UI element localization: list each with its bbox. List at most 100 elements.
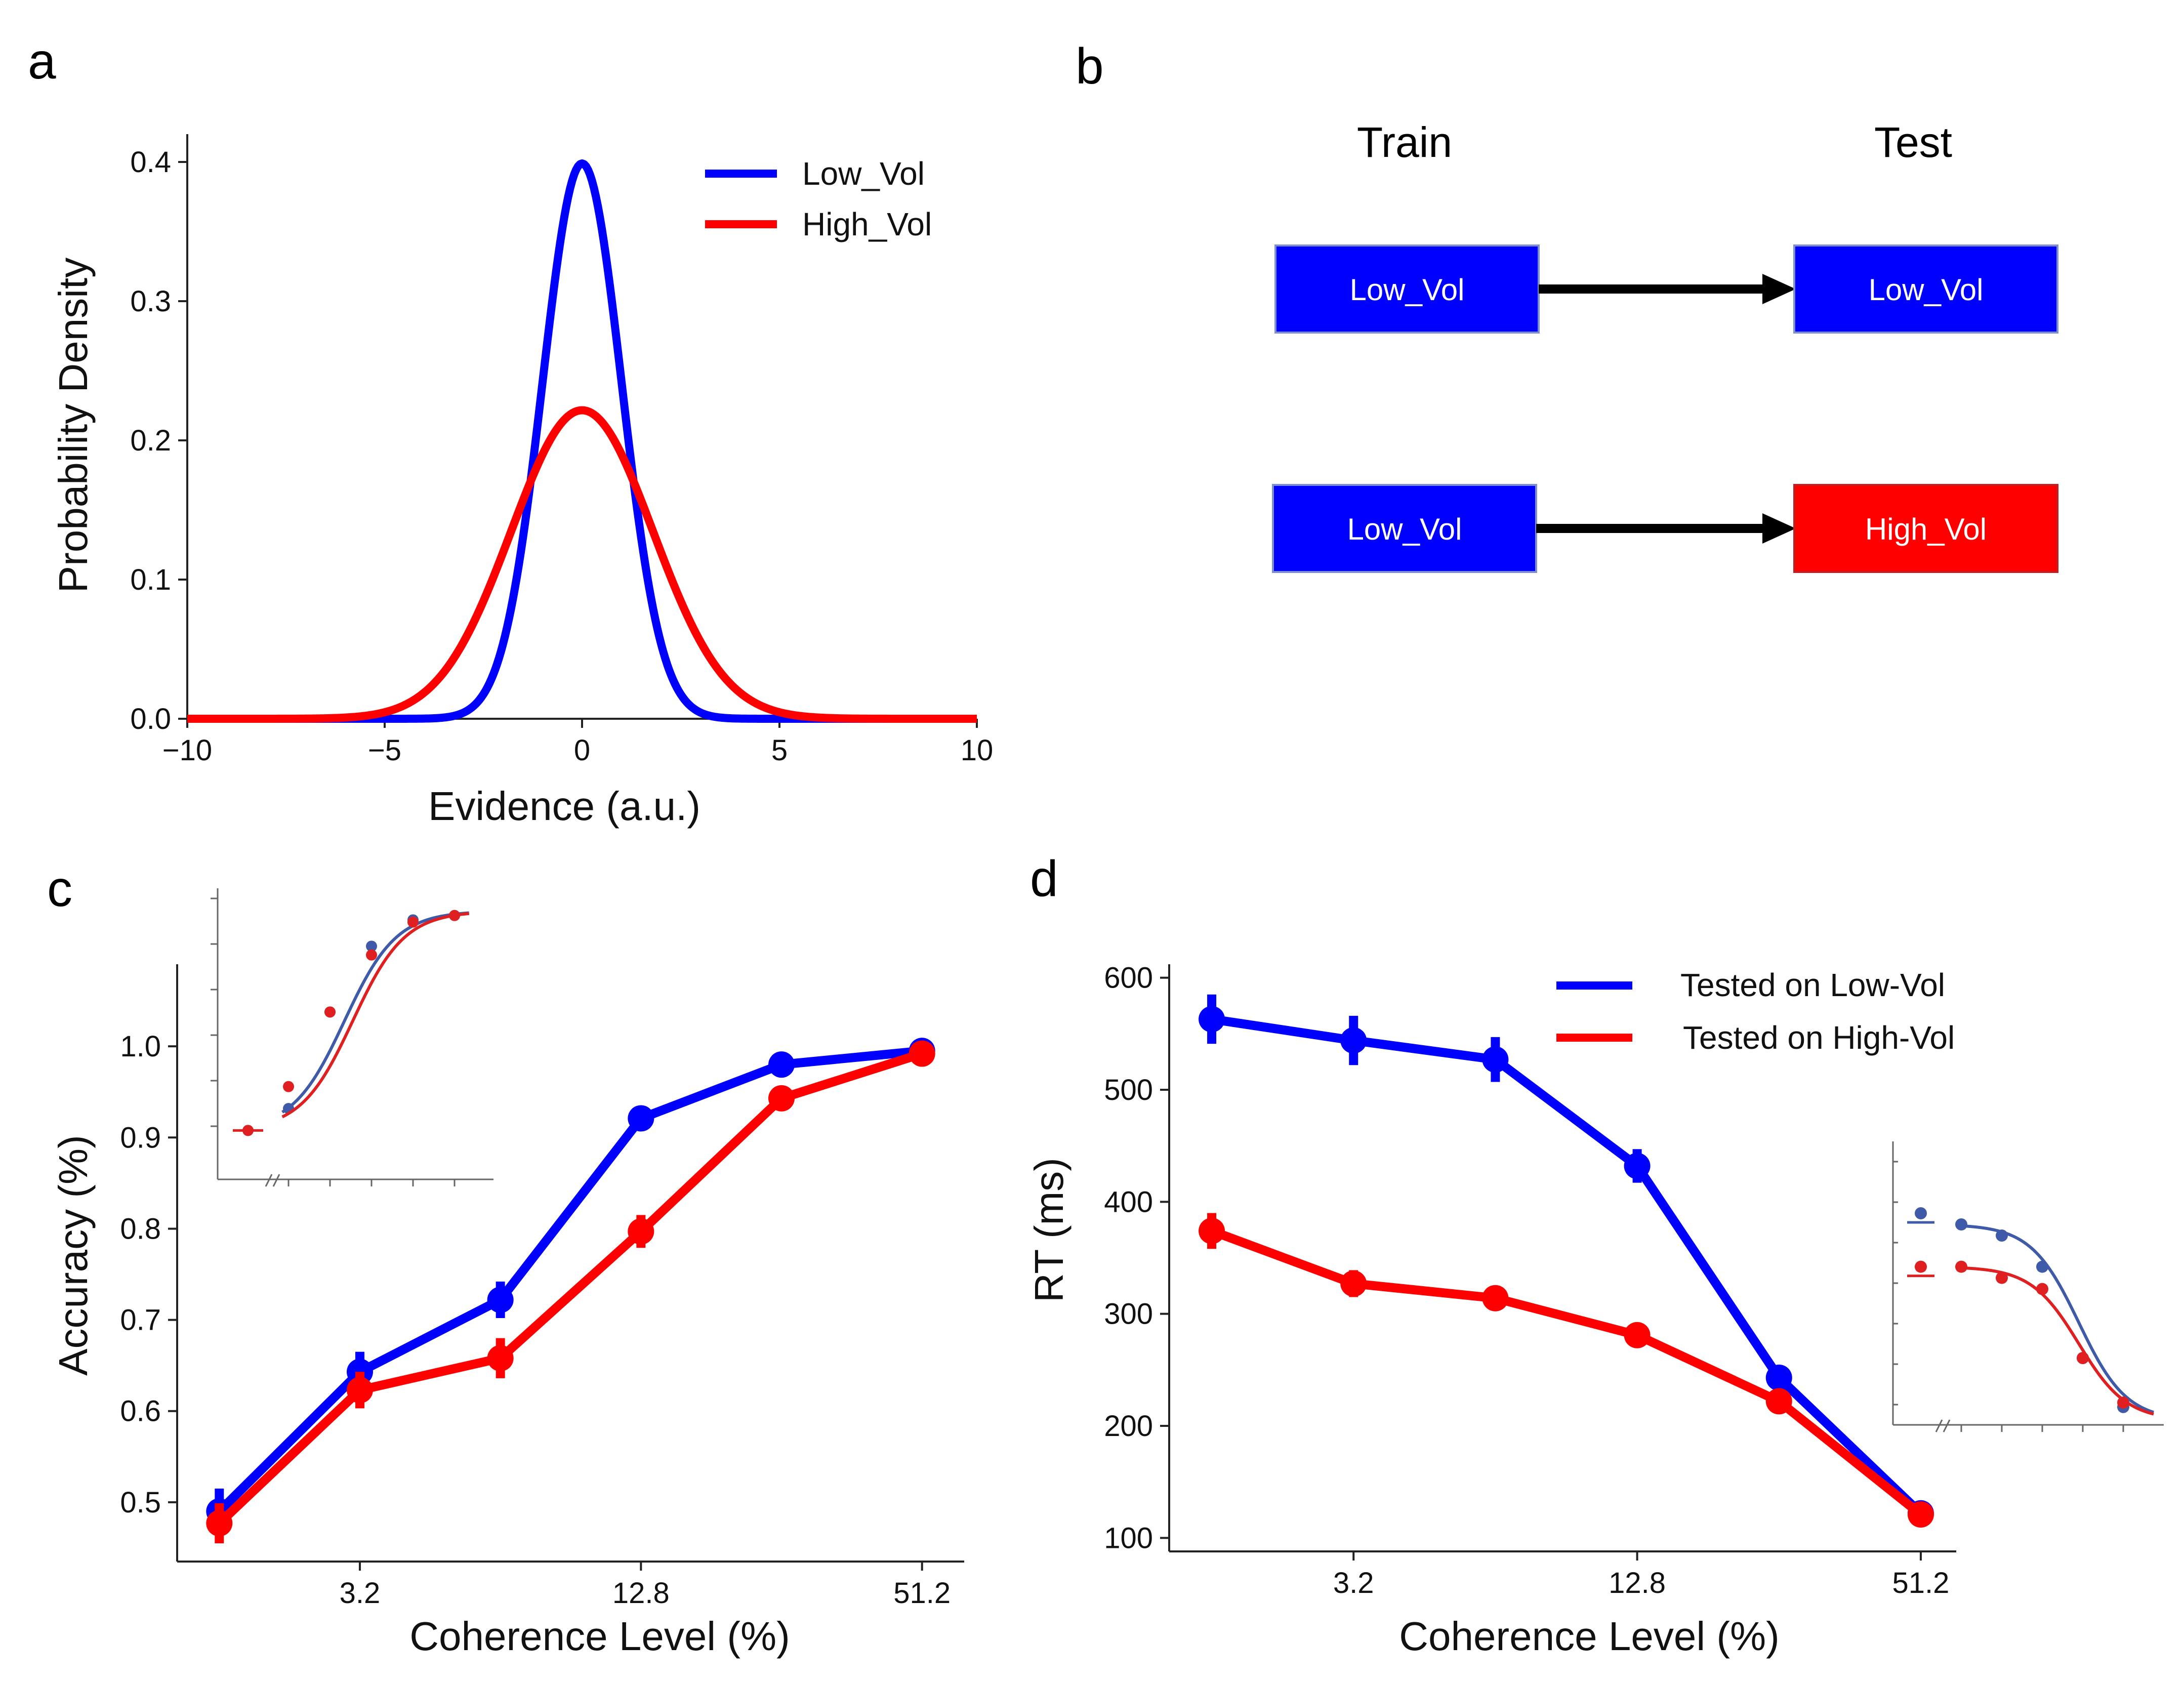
panel-d-inset-point-tested-on-low-vol — [1996, 1229, 2008, 1242]
panel-d-point-tested-on-high-vol — [1907, 1501, 1934, 1528]
panel-d-xtick-label: 12.8 — [1609, 1567, 1666, 1599]
row-2: Low_Vol High_Vol — [1272, 484, 2058, 573]
panel-d-ytick-label: 300 — [1104, 1298, 1153, 1331]
panel-c-inset-axis-break — [272, 1174, 280, 1187]
test-header: Test — [1874, 118, 1952, 166]
panel-c-inset-point-tested-on-low-vol — [366, 940, 377, 952]
panel-d-inset-point-tested-on-low-vol — [1955, 1218, 1967, 1230]
panel-c-series-line-tested-on-high-vol — [216, 1049, 924, 1527]
row-2-test-label: High_Vol — [1865, 512, 1987, 546]
panel-a-ytick-label: 0.1 — [130, 563, 171, 596]
panel-c-point-tested-on-high-vol — [206, 1510, 233, 1537]
legend-label-high-vol: High_Vol — [802, 206, 932, 242]
row-2-arrowhead — [1762, 513, 1796, 544]
panel-d-point-tested-on-high-vol — [1199, 1217, 1225, 1244]
panel-letter-b: b — [1076, 38, 1104, 95]
panel-c-inset-axis-break — [265, 1174, 273, 1187]
panel-a-xtick-label: 0 — [574, 734, 590, 767]
panel-c-point-tested-on-high-vol — [768, 1085, 795, 1112]
panel-d-inset — [1892, 1141, 2164, 1432]
panel-a-ylabel: Probability Density — [51, 258, 96, 593]
panel-c-point-tested-on-low-vol — [768, 1051, 795, 1078]
row-1-test-label: Low_Vol — [1869, 273, 1984, 307]
panel-a-xtick-label: −10 — [162, 734, 212, 767]
panel-a-curve-high-vol — [185, 406, 979, 723]
panel-d-xtick-label: 51.2 — [1892, 1567, 1950, 1599]
panel-c-ytick-label: 0.6 — [120, 1395, 161, 1428]
panel-d-point-tested-on-high-vol — [1340, 1270, 1367, 1297]
panel-c-inset-point-tested-on-high-vol — [366, 949, 377, 961]
row-2-train-label: Low_Vol — [1347, 512, 1462, 546]
panel-c-ytick-label: 0.8 — [120, 1212, 161, 1245]
train-header: Train — [1357, 118, 1452, 166]
panel-a-xtick-label: −5 — [368, 734, 401, 767]
panel-d-inset-point-tested-on-low-vol — [2036, 1260, 2048, 1273]
panel-d-ylabel: RT (ms) — [1026, 1158, 1072, 1302]
panel-a-ytick-label: 0.0 — [130, 703, 171, 735]
panel-a-xtick-label: 10 — [961, 734, 994, 767]
legend-label-tested-low-vol: Tested on Low-Vol — [1680, 967, 1945, 1003]
panel-a-ytick-label: 0.2 — [130, 424, 171, 457]
panel-c-ylabel: Accuracy (%) — [51, 1135, 96, 1376]
panel-letter-c: c — [47, 860, 72, 917]
panel-c-inset-point-tested-on-high-vol — [449, 910, 460, 921]
panel-d-inset-point-tested-on-high-vol — [2036, 1283, 2048, 1295]
panel-c-inset-fit-tested-on-high-vol — [281, 912, 469, 1119]
panel-c-inset-fit-tested-on-low-vol — [281, 911, 469, 1114]
panel-d-ytick-label: 400 — [1104, 1185, 1153, 1218]
panel-d-inset-axis-break — [1935, 1419, 1943, 1432]
panel-d-inset-point-tested-on-low-vol — [1915, 1207, 1927, 1219]
panel-d-ytick-label: 600 — [1104, 962, 1153, 995]
panel-a-xtick-label: 5 — [771, 734, 788, 767]
panel-d-legend: Tested on Low-Vol Tested on High-Vol — [1556, 967, 1955, 1056]
panel-d-inset-point-tested-on-high-vol — [2117, 1397, 2129, 1409]
row-2-test-box — [1793, 484, 2058, 573]
panel-d-point-tested-on-low-vol — [1199, 1006, 1225, 1033]
panel-d-inset-fit-tested-on-high-vol — [1959, 1266, 2154, 1416]
panel-b-train-test-diagram: Train Test Low_Vol Low_Vol Low_Vol High_… — [1272, 118, 2058, 573]
panel-a-ytick-label: 0.4 — [130, 146, 171, 179]
panel-c-inset-point-tested-on-high-vol — [324, 1006, 336, 1018]
row-1-test-box — [1793, 244, 2058, 334]
row-2-train-box — [1272, 484, 1537, 573]
panel-a-xlabel: Evidence (a.u.) — [428, 784, 700, 829]
panel-c-inset — [211, 888, 493, 1187]
panel-d-ytick-label: 500 — [1104, 1074, 1153, 1106]
panel-d-point-tested-on-high-vol — [1624, 1322, 1651, 1348]
panel-c-xtick-label: 3.2 — [340, 1577, 381, 1610]
panel-c-inset-point-tested-on-high-vol — [283, 1081, 294, 1092]
panel-a-legend: Low_Vol High_Vol — [705, 155, 932, 242]
panel-c-xlabel: Coherence Level (%) — [409, 1614, 790, 1659]
legend-label-tested-high-vol: Tested on High-Vol — [1683, 1019, 1955, 1056]
panel-c-ytick-label: 0.9 — [120, 1121, 161, 1154]
panel-c-ytick-label: 0.5 — [120, 1486, 161, 1519]
panel-d-point-tested-on-low-vol — [1765, 1364, 1792, 1391]
panel-d-ytick-label: 100 — [1104, 1522, 1153, 1554]
panel-d-rt-chart: Coherence Level (%) RT (ms) Tested on Lo… — [1026, 962, 2164, 1659]
panel-d-point-tested-on-low-vol — [1340, 1027, 1367, 1054]
panel-d-inset-point-tested-on-high-vol — [1996, 1271, 2008, 1284]
panel-d-point-tested-on-high-vol — [1765, 1388, 1792, 1415]
panel-c-ytick-label: 1.0 — [120, 1030, 161, 1063]
panel-d-series-line-tested-on-low-vol — [1211, 1014, 1924, 1517]
panel-c-point-tested-on-high-vol — [628, 1218, 654, 1245]
panel-c-xtick-label: 12.8 — [612, 1577, 670, 1610]
panel-d-inset-point-tested-on-high-vol — [1955, 1260, 1967, 1273]
panel-c-series-line-tested-on-low-vol — [216, 1046, 923, 1515]
panel-a-curve-low-vol — [185, 159, 979, 723]
panel-a-ytick-label: 0.3 — [130, 285, 171, 318]
panel-c-point-tested-on-low-vol — [487, 1286, 514, 1313]
panel-d-series-line-tested-on-high-vol — [1210, 1226, 1924, 1518]
legend-label-low-vol: Low_Vol — [802, 155, 925, 192]
row-1: Low_Vol Low_Vol — [1274, 244, 2058, 334]
panel-c-point-tested-on-high-vol — [909, 1040, 935, 1067]
row-1-arrowhead — [1762, 274, 1796, 304]
panel-d-xlabel: Coherence Level (%) — [1399, 1614, 1779, 1659]
panel-c-point-tested-on-high-vol — [346, 1377, 373, 1404]
panel-d-point-tested-on-low-vol — [1624, 1153, 1651, 1179]
panel-d-inset-fit-tested-on-low-vol — [1959, 1224, 2154, 1414]
panel-letter-a: a — [28, 33, 56, 90]
panel-c-xtick-label: 51.2 — [893, 1577, 951, 1610]
panel-a-density-chart: Evidence (a.u.) Probability Density Low_… — [51, 134, 993, 829]
panel-c-point-tested-on-high-vol — [487, 1345, 514, 1372]
